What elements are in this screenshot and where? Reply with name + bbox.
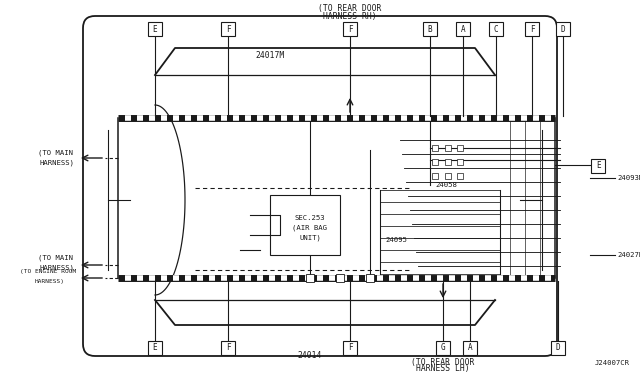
Text: D: D [556, 343, 560, 353]
Text: (TO REAR DOOR: (TO REAR DOOR [412, 359, 475, 368]
Text: (TO MAIN: (TO MAIN [38, 150, 72, 156]
Bar [343, 22, 357, 36]
Text: HARNESS): HARNESS) [40, 265, 74, 271]
Bar [432, 173, 438, 179]
Bar [343, 341, 357, 355]
Bar [456, 22, 470, 36]
Text: D: D [561, 25, 565, 33]
Text: UNIT): UNIT) [299, 235, 321, 241]
Text: B: B [428, 25, 432, 33]
Text: E: E [153, 25, 157, 33]
Text: HARNESS): HARNESS) [35, 279, 65, 283]
Bar [366, 274, 374, 282]
Text: 24014: 24014 [298, 350, 322, 359]
Text: 24027N: 24027N [617, 252, 640, 258]
Bar [270, 195, 340, 255]
Text: F: F [348, 343, 352, 353]
Bar [457, 159, 463, 165]
Text: 24058: 24058 [435, 182, 457, 188]
Text: SEC.253: SEC.253 [294, 215, 325, 221]
Bar [489, 22, 503, 36]
Bar [148, 22, 162, 36]
Text: (AIR BAG: (AIR BAG [292, 225, 328, 231]
Text: E: E [596, 161, 601, 170]
Bar [445, 145, 451, 151]
Bar [525, 22, 539, 36]
Bar [432, 145, 438, 151]
Text: 24095: 24095 [385, 237, 407, 243]
Text: (TO REAR DOOR: (TO REAR DOOR [318, 3, 381, 13]
Text: A: A [468, 343, 472, 353]
Text: HARNESS RH): HARNESS RH) [323, 13, 377, 22]
Text: F: F [348, 25, 352, 33]
Bar [221, 22, 235, 36]
Bar [148, 341, 162, 355]
FancyBboxPatch shape [83, 16, 557, 356]
Bar [423, 22, 437, 36]
Bar [591, 158, 605, 173]
Text: (TO ENGINE ROOM: (TO ENGINE ROOM [20, 269, 76, 275]
Bar [436, 341, 450, 355]
Bar [457, 145, 463, 151]
Text: F: F [226, 25, 230, 33]
Text: 24017M: 24017M [255, 51, 285, 60]
Bar [336, 274, 344, 282]
Bar [551, 341, 565, 355]
Text: E: E [153, 343, 157, 353]
Bar [463, 341, 477, 355]
Text: HARNESS): HARNESS) [40, 160, 74, 166]
Text: A: A [461, 25, 465, 33]
Bar [556, 22, 570, 36]
Bar [445, 173, 451, 179]
Text: (TO MAIN: (TO MAIN [38, 255, 72, 261]
Text: 24093M: 24093M [617, 175, 640, 181]
Bar [221, 341, 235, 355]
Bar [445, 159, 451, 165]
Bar [432, 159, 438, 165]
Bar [306, 274, 314, 282]
Text: F: F [530, 25, 534, 33]
Text: C: C [493, 25, 499, 33]
Text: F: F [226, 343, 230, 353]
Text: HARNESS LH): HARNESS LH) [416, 363, 470, 372]
Text: J24007CR: J24007CR [595, 360, 630, 366]
Bar [457, 173, 463, 179]
Text: G: G [441, 343, 445, 353]
